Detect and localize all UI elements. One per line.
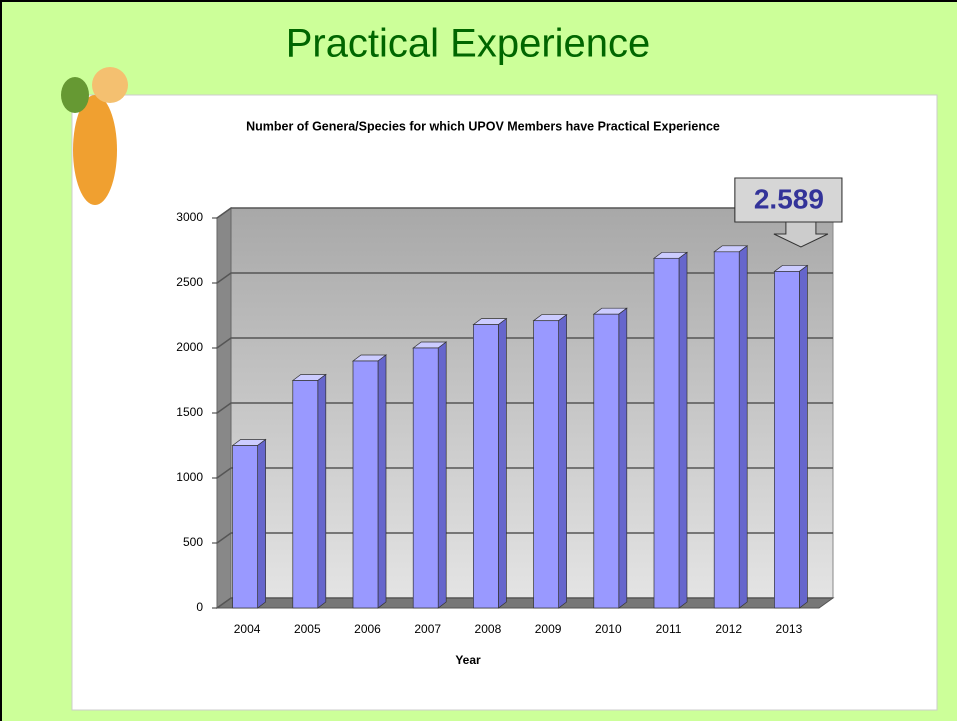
x-axis-title: Year bbox=[455, 653, 481, 667]
x-tick-label: 2006 bbox=[354, 622, 381, 636]
y-tick-label: 1500 bbox=[176, 405, 203, 419]
y-tick-label: 2500 bbox=[176, 275, 203, 289]
x-tick-label: 2005 bbox=[294, 622, 321, 636]
x-tick-label: 2011 bbox=[656, 622, 682, 636]
bar bbox=[713, 251, 740, 609]
bar bbox=[533, 320, 559, 609]
bar-side bbox=[498, 317, 507, 609]
slide-title: Practical Experience bbox=[286, 22, 651, 66]
bar bbox=[653, 257, 680, 609]
bar-side bbox=[618, 307, 628, 609]
grid-line bbox=[216, 597, 833, 609]
bar-side bbox=[678, 251, 688, 609]
bar-side bbox=[257, 438, 266, 609]
grid-line bbox=[216, 467, 833, 479]
callout-box bbox=[734, 177, 843, 223]
y-tick-label: 1000 bbox=[176, 470, 203, 484]
grid-line bbox=[216, 207, 833, 219]
x-tick-label: 2010 bbox=[595, 622, 622, 636]
bar bbox=[292, 380, 319, 609]
value-label: 2.589 bbox=[754, 183, 824, 214]
bar bbox=[412, 347, 439, 609]
bar-side bbox=[377, 354, 387, 609]
x-tick-label: 2008 bbox=[475, 622, 502, 636]
x-tick-label: 2013 bbox=[776, 622, 803, 636]
grid-line bbox=[216, 402, 833, 414]
y-tick-label: 3000 bbox=[176, 210, 203, 224]
bar bbox=[593, 313, 620, 609]
x-tick-label: 2007 bbox=[414, 622, 441, 636]
x-tick-label: 2012 bbox=[715, 622, 742, 636]
clip-art bbox=[61, 67, 128, 205]
chart-title: Number of Genera/Species for which UPOV … bbox=[246, 119, 720, 133]
bar-side bbox=[799, 264, 808, 609]
bar-side bbox=[317, 373, 327, 609]
grid-line bbox=[216, 272, 833, 284]
y-tick-label: 2000 bbox=[176, 340, 203, 354]
bar-side bbox=[738, 245, 748, 609]
bar bbox=[774, 271, 800, 609]
grid-line bbox=[216, 532, 833, 544]
bar-side bbox=[437, 341, 447, 609]
y-tick-label: 500 bbox=[183, 535, 203, 549]
bar bbox=[352, 360, 379, 609]
plot: 0 500 1000 1500 2000 2500 3000 2004 2005 2006 2007… bbox=[176, 177, 843, 636]
bar bbox=[232, 445, 258, 609]
grid-line bbox=[216, 337, 833, 349]
bar-side bbox=[558, 314, 567, 609]
y-tick-label: 0 bbox=[196, 600, 203, 614]
x-tick-label: 2009 bbox=[535, 622, 562, 636]
bar bbox=[473, 324, 499, 609]
x-tick-label: 2004 bbox=[234, 622, 261, 636]
